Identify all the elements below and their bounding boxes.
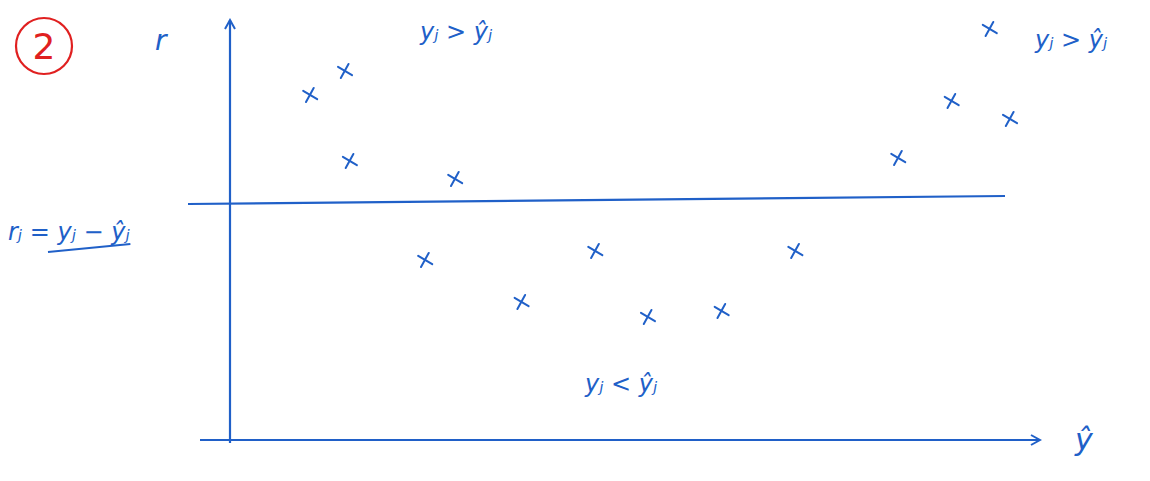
annotation: yⱼ > ŷⱼ: [1034, 26, 1108, 54]
point: [788, 244, 802, 258]
point-shape: [515, 295, 529, 309]
title-circle: [16, 18, 72, 74]
point-shape: [418, 253, 432, 267]
annotation: rⱼ = yⱼ − ŷⱼ: [8, 218, 130, 246]
x-axis: [200, 439, 1040, 441]
point-shape: [448, 172, 462, 186]
point: [515, 295, 529, 309]
underline: [48, 244, 130, 252]
point-shape: [343, 154, 357, 168]
point: [715, 304, 729, 318]
point: [588, 244, 602, 258]
y-axis: [229, 20, 231, 443]
point: [1003, 112, 1017, 126]
point-shape: [641, 310, 655, 324]
point-shape: [715, 304, 729, 318]
point-shape: [788, 244, 802, 258]
point-shape: [338, 64, 352, 78]
point-shape: [1003, 112, 1017, 126]
point: [338, 64, 352, 78]
y-label: r: [155, 24, 168, 57]
point-shape: [945, 94, 959, 108]
point: [945, 94, 959, 108]
point: [641, 310, 655, 324]
point: [448, 172, 462, 186]
annotation: yⱼ < ŷⱼ: [584, 370, 658, 398]
x-label: ŷ: [1074, 422, 1094, 457]
zero-line: [188, 196, 1005, 204]
point-shape: [983, 22, 997, 36]
points: [303, 22, 1017, 324]
point: [303, 88, 317, 102]
point: [983, 22, 997, 36]
chart: 2 r ŷ yⱼ > ŷⱼ yⱼ > ŷⱼ yⱼ < ŷⱼ rⱼ = yⱼ − ŷⱼ: [0, 0, 1150, 481]
title: 2: [33, 26, 56, 67]
point-shape: [588, 244, 602, 258]
point: [418, 253, 432, 267]
point: [343, 154, 357, 168]
annotation: yⱼ > ŷⱼ: [419, 18, 493, 46]
point-shape: [303, 88, 317, 102]
point: [891, 151, 905, 165]
point-shape: [891, 151, 905, 165]
